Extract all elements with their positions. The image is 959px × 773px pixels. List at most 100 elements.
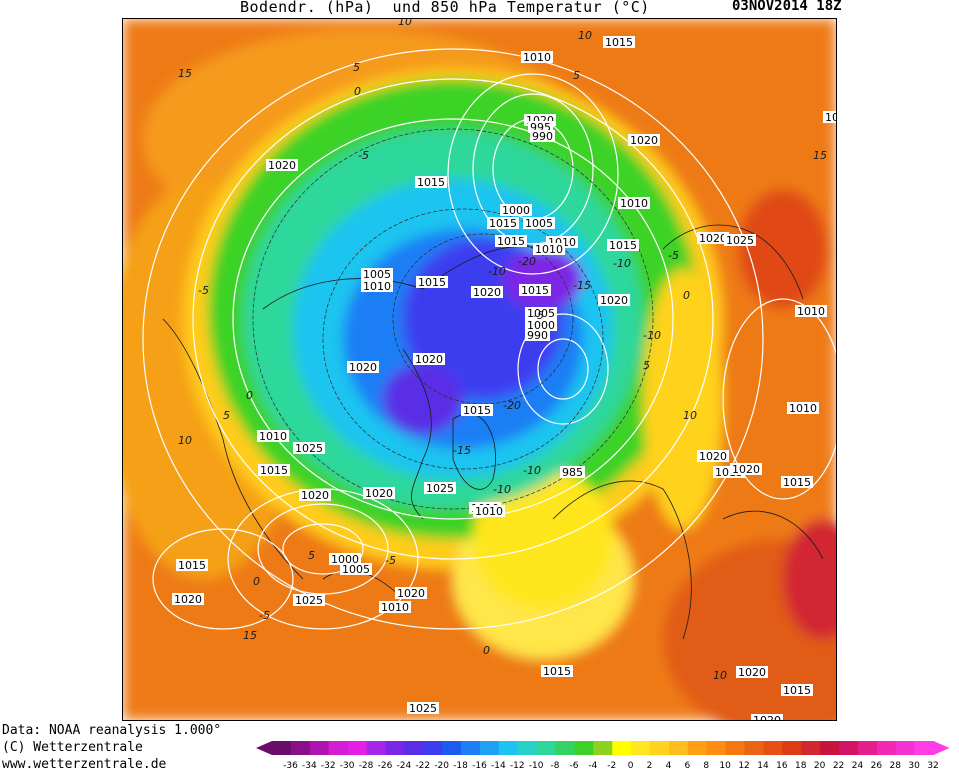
isotherm-label: 0 [683, 289, 690, 302]
legend-tick-label: 8 [703, 761, 709, 770]
legend-tick-label: 2 [647, 761, 653, 770]
isobar-label: 1020 [736, 666, 768, 679]
isobar-label-text: 1010 [523, 51, 551, 64]
data-source-footer: Data: NOAA reanalysis 1.000° (C) Wetterz… [2, 722, 221, 773]
isobar-label: 1015 [258, 464, 290, 477]
isobar-label-text: 1005 [527, 307, 555, 320]
isobar-label-text: 1010 [381, 601, 409, 614]
isotherm-label: 15 [178, 67, 192, 80]
isotherm-label: 10 [683, 409, 697, 422]
legend-color-swatch [763, 741, 783, 755]
isobar-label: 1020 [751, 714, 783, 720]
isobar-label: 1010 [533, 243, 565, 256]
isobar-label-text: 1025 [825, 111, 836, 124]
legend-tick-label: 12 [738, 761, 749, 770]
isobar-label: 1015 [487, 217, 519, 230]
isobar-label: 1020 [347, 361, 379, 374]
legend-color-swatch [272, 741, 292, 755]
isobar-label-text: 1020 [738, 666, 766, 679]
isotherm-label: -5 [259, 609, 270, 622]
isobar-label-text: 1015 [463, 404, 491, 417]
isobar-label-text: 1005 [342, 563, 370, 576]
isobar-label: 1025 [293, 442, 325, 455]
isobar-label-text: 1020 [301, 489, 329, 502]
legend-color-swatch [328, 741, 349, 755]
legend-color-swatch [612, 741, 632, 755]
isobar-label: 1020 [598, 294, 630, 307]
isotherm-label: -10 [493, 483, 511, 496]
legend-color-swatch [687, 741, 708, 755]
isobar-label: 1020 [395, 587, 427, 600]
isobar-label: 1010 [379, 601, 411, 614]
isobar-label-text: 1025 [295, 442, 323, 455]
isotherm-label: 0 [246, 389, 253, 402]
isobar-label-text: 1025 [295, 594, 323, 607]
legend-color-swatch [461, 741, 481, 755]
isotherm-label: -5 [358, 149, 369, 162]
isobar-label: 1010 [361, 280, 393, 293]
legend-tick-label: -20 [434, 761, 449, 770]
legend-tick-label: 6 [684, 761, 690, 770]
isotherm-label: 10 [178, 434, 192, 447]
isotherm-label: 5 [353, 61, 360, 74]
isobar-label-text: 1000 [331, 553, 359, 566]
isobar-label: 1025 [724, 234, 756, 247]
isobar-label-text: 1005 [363, 268, 391, 281]
isobar-label-text: 1015 [260, 464, 288, 477]
isotherm-label: 5 [573, 69, 580, 82]
isobar-label-text: 1000 [502, 204, 530, 217]
isotherm-label: -5 [198, 284, 209, 297]
legend-color-swatch [366, 741, 386, 755]
legend-tick-label: 28 [890, 761, 902, 770]
isobar-label: 1005 [361, 268, 393, 281]
isotherm-label: -5 [533, 309, 544, 322]
isobar-label-text: 1020 [699, 232, 727, 245]
legend-color-swatch [574, 741, 594, 755]
isotherm-label: -10 [488, 265, 506, 278]
coastlines [162, 224, 824, 640]
isobar-label-text: 1020 [397, 587, 425, 600]
legend-tick-label: 26 [871, 761, 883, 770]
legend-color-swatch [782, 741, 802, 755]
legend-color-swatch [744, 741, 764, 755]
isobar-label: 985 [560, 466, 585, 479]
isobar-label: 1010 [473, 505, 505, 518]
legend-tick-label: 18 [795, 761, 807, 770]
isotherm-label: 0 [483, 644, 490, 657]
legend-color-swatch [498, 741, 519, 755]
legend-tick-label: -12 [510, 761, 525, 770]
isotherm-label: -5 [385, 554, 396, 567]
legend-color-swatch [725, 741, 745, 755]
legend-tick-label: -8 [551, 761, 560, 770]
isobar-label: 1010 [618, 197, 650, 210]
isobar-label-text: 1020 [365, 487, 393, 500]
map-datetime: 03NOV2014 18Z [732, 0, 842, 14]
isobar-label-text: 1015 [609, 239, 637, 252]
isotherm-label: 10 [578, 29, 592, 42]
isobar-label: 1025 [293, 594, 325, 607]
weather-map-canvas: 1015101010201025102099599010201010101510… [123, 19, 836, 720]
isobar-label-text: 1010 [797, 305, 825, 318]
isobar-label: 1005 [523, 217, 555, 230]
legend-color-swatch [801, 741, 821, 755]
legend-color-swatch [347, 741, 367, 755]
isotherm-label: -10 [643, 329, 661, 342]
isobar-label-text: 1015 [605, 36, 633, 49]
legend-tick-label: 32 [927, 761, 938, 770]
legend-color-swatch [820, 741, 840, 755]
legend-color-swatch [706, 741, 727, 755]
temperature-color-legend: -36 -34 -32 -30 -28 -26 -24 -22 -20 -18 -16 -14 -12-… [256, 741, 950, 770]
isobar-label: 1015 [781, 476, 813, 489]
isobar-label-text: 1000 [527, 319, 555, 332]
isobar-label-text: 1020 [268, 159, 296, 172]
legend-color-swatch [895, 741, 916, 755]
isobar-label: 1015 [519, 284, 551, 297]
legend-color-swatch [650, 741, 670, 755]
legend-color-swatch [914, 741, 934, 755]
isotherm-label: -20 [518, 255, 536, 268]
isotherm-labels: 1015 50-5-10-15-20 -10-5051015-5-10-20-15-… [178, 19, 827, 682]
temperature-shading [123, 19, 836, 720]
legend-tick-label: -22 [415, 761, 430, 770]
isobar-label-text: 1005 [525, 217, 553, 230]
isobar-label-text: 1010 [620, 197, 648, 210]
